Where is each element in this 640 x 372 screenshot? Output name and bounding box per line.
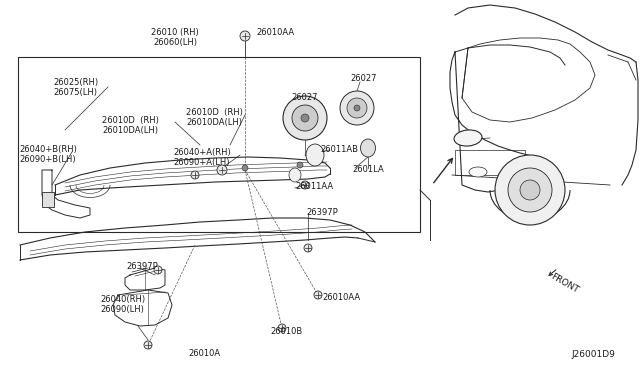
Circle shape bbox=[347, 98, 367, 118]
Circle shape bbox=[217, 165, 227, 175]
Circle shape bbox=[191, 171, 199, 179]
Circle shape bbox=[508, 168, 552, 212]
Ellipse shape bbox=[360, 139, 376, 157]
Circle shape bbox=[283, 96, 327, 140]
Text: 26060(LH): 26060(LH) bbox=[153, 38, 197, 47]
Circle shape bbox=[340, 91, 374, 125]
Circle shape bbox=[154, 266, 162, 274]
Text: J26001D9: J26001D9 bbox=[571, 350, 615, 359]
Ellipse shape bbox=[469, 167, 487, 177]
Circle shape bbox=[495, 155, 565, 225]
Text: 26090(LH): 26090(LH) bbox=[100, 305, 144, 314]
Text: 26011AB: 26011AB bbox=[320, 145, 358, 154]
Circle shape bbox=[314, 291, 322, 299]
Text: 26040+A(RH): 26040+A(RH) bbox=[173, 148, 231, 157]
Ellipse shape bbox=[454, 130, 482, 146]
Ellipse shape bbox=[289, 168, 301, 182]
Circle shape bbox=[297, 162, 303, 168]
Text: 26040+B(RH): 26040+B(RH) bbox=[19, 145, 77, 154]
Text: 2601LA: 2601LA bbox=[352, 165, 384, 174]
Text: 26010A: 26010A bbox=[188, 349, 220, 358]
Text: 26397P: 26397P bbox=[126, 262, 157, 271]
Text: 26010AA: 26010AA bbox=[256, 28, 294, 37]
Text: 26010DA(LH): 26010DA(LH) bbox=[102, 126, 158, 135]
Circle shape bbox=[304, 244, 312, 252]
Bar bbox=[18, 57, 420, 232]
Text: 26010D  (RH): 26010D (RH) bbox=[186, 108, 243, 117]
Text: 26040(RH): 26040(RH) bbox=[100, 295, 145, 304]
Circle shape bbox=[240, 31, 250, 41]
Text: 26010AA: 26010AA bbox=[322, 293, 360, 302]
Circle shape bbox=[354, 105, 360, 111]
Text: 26010B: 26010B bbox=[270, 327, 302, 336]
Circle shape bbox=[301, 181, 309, 189]
Circle shape bbox=[301, 114, 309, 122]
Text: 26010D  (RH): 26010D (RH) bbox=[102, 116, 159, 125]
Ellipse shape bbox=[306, 144, 324, 166]
Text: 26010DA(LH): 26010DA(LH) bbox=[186, 118, 242, 127]
Text: 26075(LH): 26075(LH) bbox=[53, 88, 97, 97]
Circle shape bbox=[520, 180, 540, 200]
Text: FRONT: FRONT bbox=[550, 272, 580, 295]
Text: 26027: 26027 bbox=[350, 74, 376, 83]
Circle shape bbox=[292, 105, 318, 131]
Bar bbox=[455, 150, 525, 175]
Bar bbox=[42, 192, 54, 207]
Text: 26027: 26027 bbox=[291, 93, 317, 102]
Circle shape bbox=[144, 341, 152, 349]
Circle shape bbox=[278, 324, 286, 332]
Text: 26397P: 26397P bbox=[306, 208, 338, 217]
Circle shape bbox=[242, 165, 248, 171]
Text: 26011AA: 26011AA bbox=[295, 182, 333, 191]
Text: 26090+A(LH): 26090+A(LH) bbox=[173, 158, 230, 167]
Text: 26090+B(LH): 26090+B(LH) bbox=[19, 155, 76, 164]
Text: 26010 (RH): 26010 (RH) bbox=[151, 28, 199, 37]
Text: 26025(RH): 26025(RH) bbox=[53, 78, 98, 87]
